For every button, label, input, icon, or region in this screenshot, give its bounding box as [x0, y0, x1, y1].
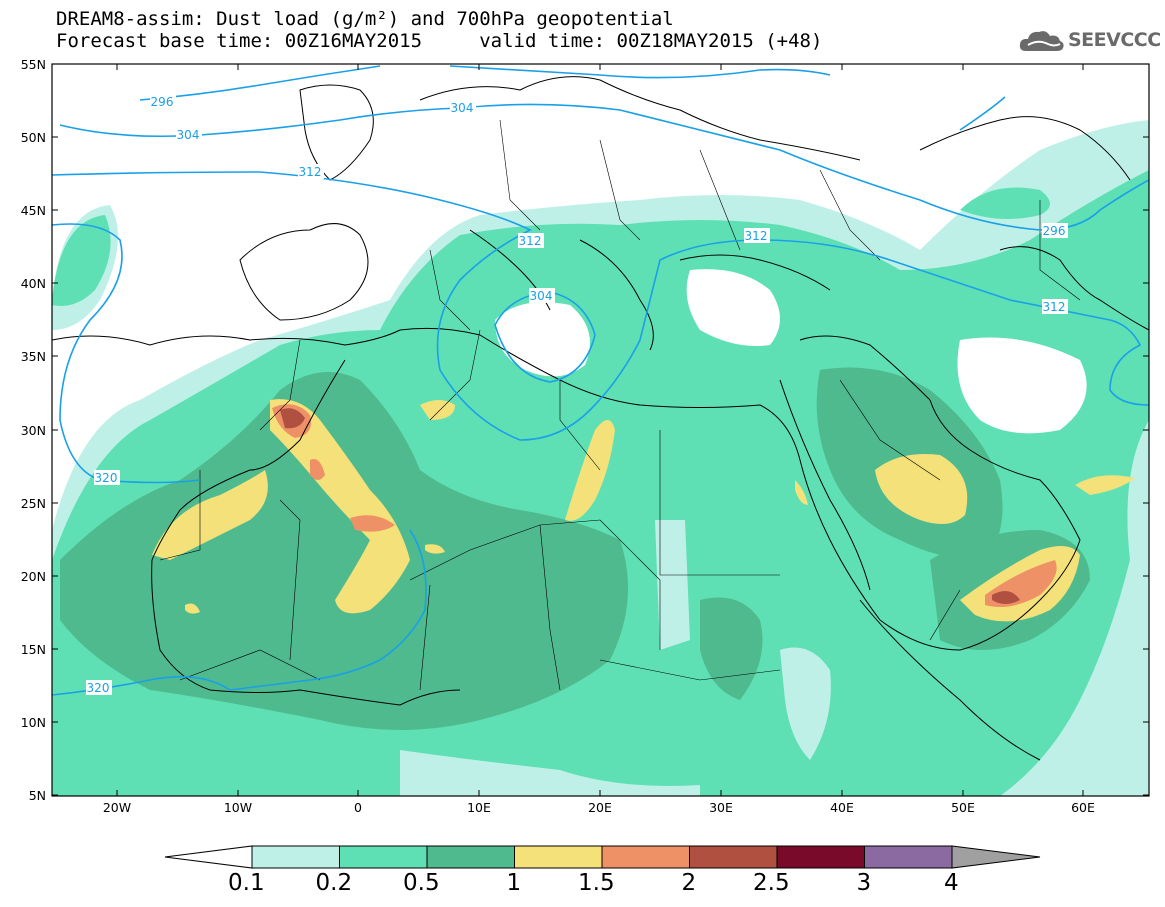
contour-label: 312	[518, 233, 544, 248]
contour-label: 304	[529, 288, 555, 303]
colorbar-label: 0.5	[403, 870, 440, 896]
title-line-2: Forecast base time: 00Z16MAY2015 valid t…	[56, 30, 823, 52]
contour-labels: 296 304 312 304 312 312 304 296 312 320 …	[86, 94, 1068, 695]
lat-label: 15N	[21, 642, 46, 657]
lon-label: 20E	[588, 800, 612, 815]
lat-label: 30N	[21, 423, 46, 438]
svg-text:312: 312	[745, 229, 768, 243]
svg-text:296: 296	[1043, 224, 1066, 238]
axis-ticks	[52, 63, 1149, 796]
lon-label: 20W	[103, 800, 131, 815]
lat-label: 35N	[21, 349, 46, 364]
svg-text:312: 312	[1043, 300, 1066, 314]
contour-label: 312	[298, 164, 324, 179]
cloud-icon	[1019, 31, 1064, 51]
coastlines	[52, 76, 1149, 761]
logo-text: SEEVCCC	[1068, 29, 1161, 51]
contour-label: 320	[94, 470, 120, 485]
lat-label: 50N	[21, 130, 46, 145]
lat-label: 10N	[21, 715, 46, 730]
colorbar-label: 4	[944, 870, 959, 896]
lat-labels: 55N 50N 45N 40N 35N 30N 25N 20N 15N 10N …	[21, 57, 46, 803]
colorbar-label: 1.5	[578, 870, 615, 896]
colorbar-label: 2	[681, 870, 697, 896]
contour-label: 296	[1042, 223, 1068, 238]
colorbar-label: 0.1	[228, 870, 265, 896]
title-line-1: DREAM8-assim: Dust load (g/m²) and 700hP…	[56, 8, 674, 30]
svg-text:304: 304	[177, 128, 200, 142]
lat-label: 40N	[21, 276, 46, 291]
lon-label: 50E	[951, 800, 975, 815]
contour-label: 312	[744, 228, 770, 243]
contour-label: 304	[176, 127, 202, 142]
svg-text:320: 320	[87, 681, 110, 695]
lon-label: 0	[354, 800, 362, 815]
colorbar-label: 0.2	[315, 870, 353, 896]
svg-text:304: 304	[530, 289, 553, 303]
lon-label: 60E	[1071, 800, 1095, 815]
colorbar-label: 2.5	[753, 870, 790, 896]
svg-text:320: 320	[95, 471, 118, 485]
svg-text:296: 296	[151, 95, 174, 109]
dust-field-2	[280, 408, 1020, 604]
colorbar-label: 3	[856, 870, 872, 896]
lon-label: 40E	[830, 800, 854, 815]
colorbar-label: 1	[506, 870, 522, 896]
lon-label: 30E	[709, 800, 733, 815]
svg-text:312: 312	[299, 165, 322, 179]
contour-label: 312	[1042, 299, 1068, 314]
lon-label: 10W	[224, 800, 252, 815]
political-borders	[159, 119, 1081, 691]
low-dust-areas	[400, 269, 1087, 796]
contour-label: 304	[450, 100, 476, 115]
svg-text:312: 312	[519, 234, 542, 248]
lat-label: 25N	[21, 496, 46, 511]
lon-labels: 20W 10W 0 10E 20E 30E 40E 50E 60E	[103, 800, 1095, 815]
contour-label: 296	[150, 94, 176, 109]
lat-label: 20N	[21, 569, 46, 584]
lat-label: 5N	[29, 788, 46, 803]
geopotential-contours	[52, 65, 1149, 696]
lon-label: 10E	[467, 800, 491, 815]
contour-label: 320	[86, 680, 112, 695]
lat-label: 45N	[21, 203, 46, 218]
svg-text:304: 304	[451, 101, 474, 115]
lat-label: 55N	[21, 57, 46, 72]
